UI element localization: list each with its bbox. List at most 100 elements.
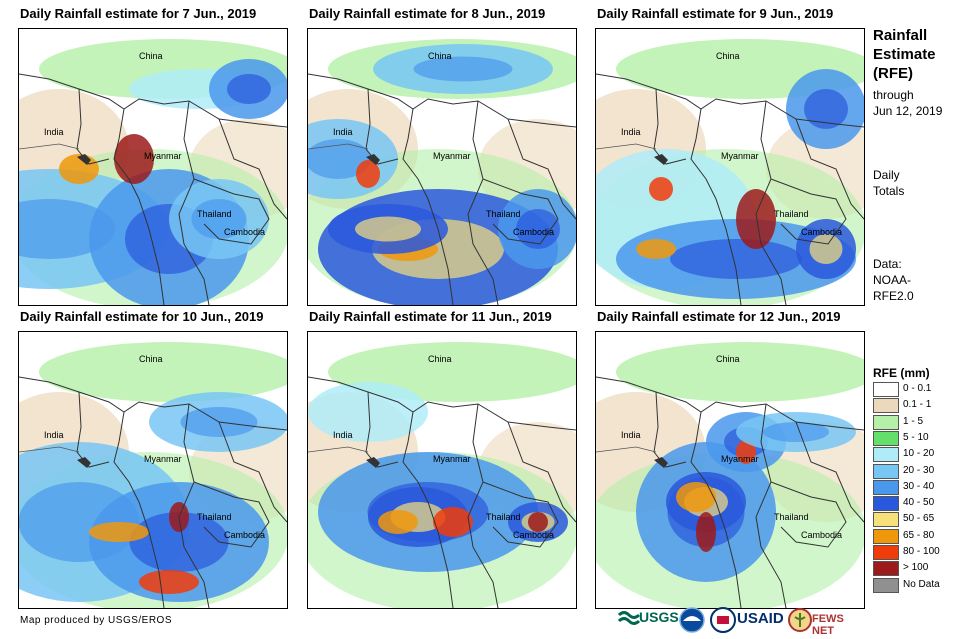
- usaid-seal-logo: [710, 607, 736, 633]
- totals-label: Totals: [873, 184, 905, 198]
- daily-label: Daily: [873, 168, 900, 182]
- panel-title: Daily Rainfall estimate for 10 Jun., 201…: [20, 309, 264, 324]
- usgs-logo: USGS: [617, 607, 679, 633]
- map-label-cambodia: Cambodia: [224, 227, 266, 237]
- legend-item: 0 - 0.1: [873, 382, 963, 397]
- legend-swatch: [873, 398, 899, 414]
- legend-swatch: [873, 496, 899, 512]
- legend-swatch: [873, 545, 899, 560]
- through-text: through Jun 12, 2019: [873, 87, 942, 119]
- legend-title: RFE (mm): [873, 366, 930, 380]
- legend-label: > 100: [903, 562, 929, 574]
- legend-label: No Data: [903, 578, 940, 590]
- map-label-myanmar: Myanmar: [721, 151, 759, 161]
- map-label-thailand: Thailand: [774, 209, 809, 219]
- rainfall-map: China India Myanmar Thailand Cambodia: [18, 331, 288, 609]
- legend-item: 40 - 50: [873, 496, 963, 512]
- title-line: (RFE): [873, 65, 913, 82]
- map-panel-jun8: Daily Rainfall estimate for 8 Jun., 2019…: [307, 6, 595, 306]
- map-label-india: India: [333, 430, 353, 440]
- legend-item: 10 - 20: [873, 447, 963, 463]
- map-label-india: India: [621, 127, 641, 137]
- legend-item: 65 - 80: [873, 528, 963, 544]
- map-panel-jun11: Daily Rainfall estimate for 11 Jun., 201…: [307, 309, 595, 609]
- source-line: RFE2.0: [873, 289, 914, 303]
- through-label: through: [873, 88, 914, 102]
- legend-swatch: [873, 528, 899, 544]
- map-label-india: India: [333, 127, 353, 137]
- legend-item: 50 - 65: [873, 512, 963, 528]
- legend-label: 30 - 40: [903, 480, 935, 492]
- legend-label: 50 - 65: [903, 513, 935, 525]
- map-label-cambodia: Cambodia: [513, 530, 555, 540]
- fewsnet-logo: FEWS NET: [787, 607, 863, 637]
- sidebar-title: Rainfall Estimate (RFE): [873, 26, 936, 83]
- title-line: Estimate: [873, 46, 936, 63]
- legend-label: 1 - 5: [903, 415, 924, 427]
- map-label-myanmar: Myanmar: [144, 151, 182, 161]
- daily-totals-text: Daily Totals: [873, 167, 904, 199]
- legend-label: 10 - 20: [903, 448, 935, 460]
- legend-item: 80 - 100: [873, 545, 963, 560]
- legend-item: 20 - 30: [873, 463, 963, 479]
- legend-item: 30 - 40: [873, 479, 963, 495]
- panel-title: Daily Rainfall estimate for 11 Jun., 201…: [309, 309, 552, 324]
- title-line: Rainfall: [873, 27, 928, 44]
- legend-item: > 100: [873, 561, 963, 577]
- map-label-china: China: [428, 51, 452, 61]
- map-label-myanmar: Myanmar: [144, 454, 182, 464]
- legend-swatch: [873, 479, 899, 495]
- map-label-china: China: [716, 354, 740, 364]
- legend-item: No Data: [873, 577, 963, 593]
- usaid-logo: USAID: [737, 610, 784, 627]
- panel-title: Daily Rainfall estimate for 9 Jun., 2019: [597, 6, 834, 21]
- data-label: Data:: [873, 257, 902, 271]
- rainfall-map: China India Myanmar Thailand Cambodia: [18, 28, 288, 306]
- legend-label: 65 - 80: [903, 529, 935, 541]
- map-label-china: China: [139, 354, 163, 364]
- legend-label: 80 - 100: [903, 546, 940, 557]
- map-label-myanmar: Myanmar: [433, 151, 471, 161]
- map-label-cambodia: Cambodia: [801, 227, 843, 237]
- legend-item: 0.1 - 1: [873, 398, 963, 414]
- map-label-myanmar: Myanmar: [433, 454, 471, 464]
- map-label-thailand: Thailand: [486, 512, 521, 522]
- data-source-text: Data: NOAA- RFE2.0: [873, 256, 914, 304]
- panel-title: Daily Rainfall estimate for 12 Jun., 201…: [597, 309, 841, 324]
- legend-label: 40 - 50: [903, 497, 935, 509]
- map-label-china: China: [428, 354, 452, 364]
- rainfall-map: China India Myanmar Thailand Cambodia: [595, 28, 865, 306]
- panel-title: Daily Rainfall estimate for 7 Jun., 2019: [20, 6, 257, 21]
- legend-swatch: [873, 430, 899, 446]
- map-panel-jun7: Daily Rainfall estimate for 7 Jun., 2019…: [18, 6, 306, 306]
- map-label-thailand: Thailand: [774, 512, 809, 522]
- agency-logos: USGS USAID FEWS NET: [617, 607, 867, 637]
- source-line: NOAA-: [873, 273, 912, 287]
- rainfall-map: China India Myanmar Thailand Cambodia: [307, 331, 577, 609]
- map-label-india: India: [621, 430, 641, 440]
- map-label-thailand: Thailand: [486, 209, 521, 219]
- legend-swatch: [873, 561, 899, 577]
- panel-title: Daily Rainfall estimate for 8 Jun., 2019: [309, 6, 546, 21]
- legend-swatch: [873, 463, 899, 479]
- legend-label: 20 - 30: [903, 464, 935, 476]
- map-panel-jun10: Daily Rainfall estimate for 10 Jun., 201…: [18, 309, 306, 609]
- legend-label: 0.1 - 1: [903, 399, 932, 411]
- legend-label: 0 - 0.1: [903, 383, 932, 394]
- map-label-thailand: Thailand: [197, 209, 232, 219]
- legend-swatch: [873, 447, 899, 463]
- map-label-china: China: [716, 51, 740, 61]
- legend-item: 1 - 5: [873, 414, 963, 430]
- legend-swatch: [873, 577, 899, 593]
- map-label-cambodia: Cambodia: [513, 227, 555, 237]
- legend-swatch: [873, 382, 899, 397]
- rainfall-map: China India Myanmar Thailand Cambodia: [595, 331, 865, 609]
- map-panel-jun9: Daily Rainfall estimate for 9 Jun., 2019…: [595, 6, 883, 306]
- through-date: Jun 12, 2019: [873, 104, 943, 118]
- map-label-myanmar: Myanmar: [721, 454, 759, 464]
- legend-swatch: [873, 414, 899, 430]
- credit-text: Map produced by USGS/EROS: [20, 615, 173, 626]
- map-label-india: India: [44, 127, 64, 137]
- noaa-logo: [679, 607, 705, 633]
- legend-label: 5 - 10: [903, 431, 929, 443]
